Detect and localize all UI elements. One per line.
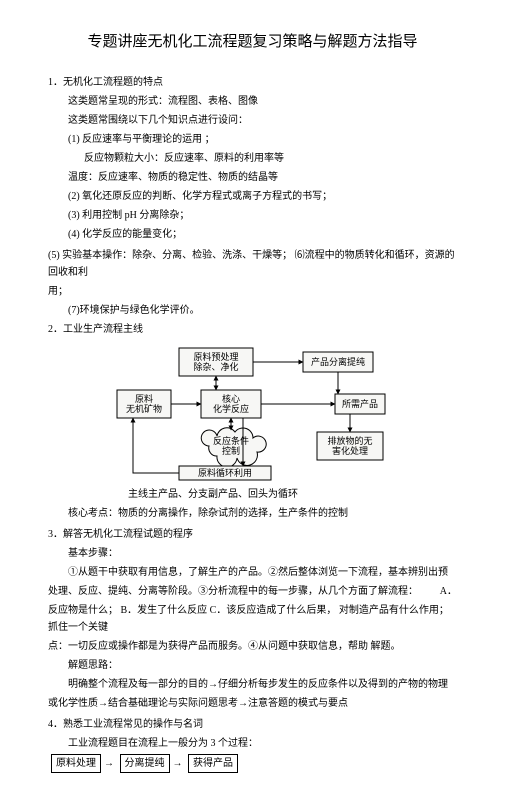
section-4: 4．熟悉工业流程常见的操作与名词 工业流程题目在流程上一般分为 3 个过程： 原… xyxy=(48,716,457,773)
svg-text:原料: 原料 xyxy=(134,393,152,404)
section-3-heading: 3．解答无机化工流程试题的程序 xyxy=(48,526,457,543)
s3-l6: 解题思路： xyxy=(48,657,457,674)
s1-i4t: 化学反应的能量变化； xyxy=(82,229,182,240)
svg-text:原料预处理: 原料预处理 xyxy=(193,351,238,362)
s4-b2: 分离提纯 xyxy=(120,754,170,773)
s1-l1: 这类题常呈现的形式：流程图、表格、图像 xyxy=(48,93,457,110)
svg-text:反应条件: 反应条件 xyxy=(212,435,248,446)
svg-text:除杂、净化: 除杂、净化 xyxy=(193,361,238,372)
s4-a2: → xyxy=(173,758,183,769)
sec3-head: ．解答无机化工流程试题的程序 xyxy=(53,529,193,540)
s1-i4n: (4) xyxy=(68,229,80,240)
s1-i2n: (2) xyxy=(68,191,80,202)
s1-i1n: (1) xyxy=(68,134,80,145)
svg-text:排放物的无: 排放物的无 xyxy=(327,435,372,446)
s1-i7n: (7) xyxy=(68,305,80,316)
section-4-heading: 4．熟悉工业流程常见的操作与名词 xyxy=(48,716,457,733)
s1-l3: 温度：反应速率、物质的稳定性、物质的结晶等 xyxy=(48,169,457,186)
section-1-heading: 1．无机化工流程题的特点 xyxy=(48,74,457,91)
s2-l2: 核心考点：物质的分离操作，除杂试剂的选择，生产条件的控制 xyxy=(48,505,457,522)
s4-l1: 工业流程题目在流程上一般分为 3 个过程： xyxy=(48,735,457,752)
s1-i1s: 反应物颗粒大小：反应速率、原料的利用率等 xyxy=(48,150,457,167)
section-2: 2．工业生产流程主线 原料预处理除杂、净化 产品分离提纯原料无机矿物 核心化学反应 所… xyxy=(48,321,457,522)
s2-l1: 主线主产品、分支副产品、回头为循环 xyxy=(48,486,457,503)
s1-i3: (3) 利用控制 pH 分离除杂； xyxy=(48,207,457,224)
s3-l1: 基本步骤： xyxy=(48,545,457,562)
s1-l2: 这类题常围绕以下几个知识点进行设问： xyxy=(48,112,457,129)
s1-i4: (4) 化学反应的能量变化； xyxy=(48,226,457,243)
s1-i5t: 实验基本操作：除杂、分离、检验、洗涤、干燥等； ⑹流程中的物质转化和循环，资源的… xyxy=(48,250,455,278)
svg-text:害化处理: 害化处理 xyxy=(331,445,367,456)
svg-text:核心: 核心 xyxy=(221,393,239,404)
s1-i5s: 用； xyxy=(48,283,457,300)
svg-text:所需产品: 所需产品 xyxy=(341,398,377,409)
s1-i1t: 反应速率与平衡理论的运用 ； xyxy=(82,134,215,145)
sec1-head: ．无机化工流程题的特点 xyxy=(53,77,163,88)
s1-i7: (7)环境保护与绿色化学评价。 xyxy=(48,302,457,319)
s4-a1: → xyxy=(104,758,114,769)
s3-l8: 或化学性质→结合基础理论与实际问题思考→注意答题的模式与要点 xyxy=(48,695,457,712)
s4-boxes: 原料处理→ 分离提纯→ 获得产品 xyxy=(48,754,457,773)
s3-l3: 处理、反应、提纯、分离等阶段。③分析流程中的每一步骤，从几个方面了解流程： xyxy=(48,586,418,597)
section-2-heading: 2．工业生产流程主线 xyxy=(48,321,457,338)
s3-l7: 明确整个流程及每一部分的目的→仔细分析每步发生的反应条件以及得到的产物的物理 xyxy=(48,676,457,693)
s1-i3t: 利用控制 pH 分离除杂； xyxy=(82,210,189,221)
s1-i5: (5) 实验基本操作：除杂、分离、检验、洗涤、干燥等； ⑹流程中的物质转化和循环… xyxy=(48,247,457,281)
s3-l2: ①从题干中获取有用信息，了解生产的产品。②然后整体浏览一下流程，基本辨别出预 xyxy=(48,564,457,581)
svg-text:原料循环利用: 原料循环利用 xyxy=(197,467,251,478)
svg-text:产品分离提纯: 产品分离提纯 xyxy=(310,356,364,367)
flowchart-diagram: 原料预处理除杂、净化 产品分离提纯原料无机矿物 核心化学反应 所需产品反应条件控制 排放… xyxy=(113,342,393,482)
sec2-head: ．工业生产流程主线 xyxy=(53,324,143,335)
s3-l5: 点：一切反应或操作都是为获得产品而服务。④从问题中获取信息，帮助 解题。 xyxy=(48,638,457,655)
s1-i2: (2) 氧化还原反应的判断、化学方程式或离子方程式的书写； xyxy=(48,188,457,205)
s3-l4: 反应物是什么； B．发生了什么反应 C．该反应造成了什么后果， 对制造产品有什么… xyxy=(48,602,457,636)
section-3: 3．解答无机化工流程试题的程序 基本步骤： ①从题干中获取有用信息，了解生产的产… xyxy=(48,526,457,712)
s4-b3: 获得产品 xyxy=(188,754,238,773)
s3-l3-row: 处理、反应、提纯、分离等阶段。③分析流程中的每一步骤，从几个方面了解流程： A． xyxy=(48,583,457,600)
s4-b1: 原料处理 xyxy=(51,754,101,773)
s1-i1: (1) 反应速率与平衡理论的运用 ； xyxy=(48,131,457,148)
s1-i3n: (3) xyxy=(68,210,80,221)
sec4-head: ．熟悉工业流程常见的操作与名词 xyxy=(53,719,203,730)
s3-l3r: A． xyxy=(440,583,457,600)
svg-text:化学反应: 化学反应 xyxy=(212,403,248,414)
s1-i5n: (5) xyxy=(48,250,60,261)
page-title: 专题讲座无机化工流程题复习策略与解题方法指导 xyxy=(48,30,457,56)
svg-text:控制: 控制 xyxy=(221,445,239,456)
section-1: 1．无机化工流程题的特点 这类题常呈现的形式：流程图、表格、图像 这类题常围绕以… xyxy=(48,74,457,243)
svg-text:无机矿物: 无机矿物 xyxy=(125,403,161,414)
s1-i2t: 氧化还原反应的判断、化学方程式或离子方程式的书写； xyxy=(82,191,332,202)
s1-i7t: 环境保护与绿色化学评价。 xyxy=(80,305,200,316)
